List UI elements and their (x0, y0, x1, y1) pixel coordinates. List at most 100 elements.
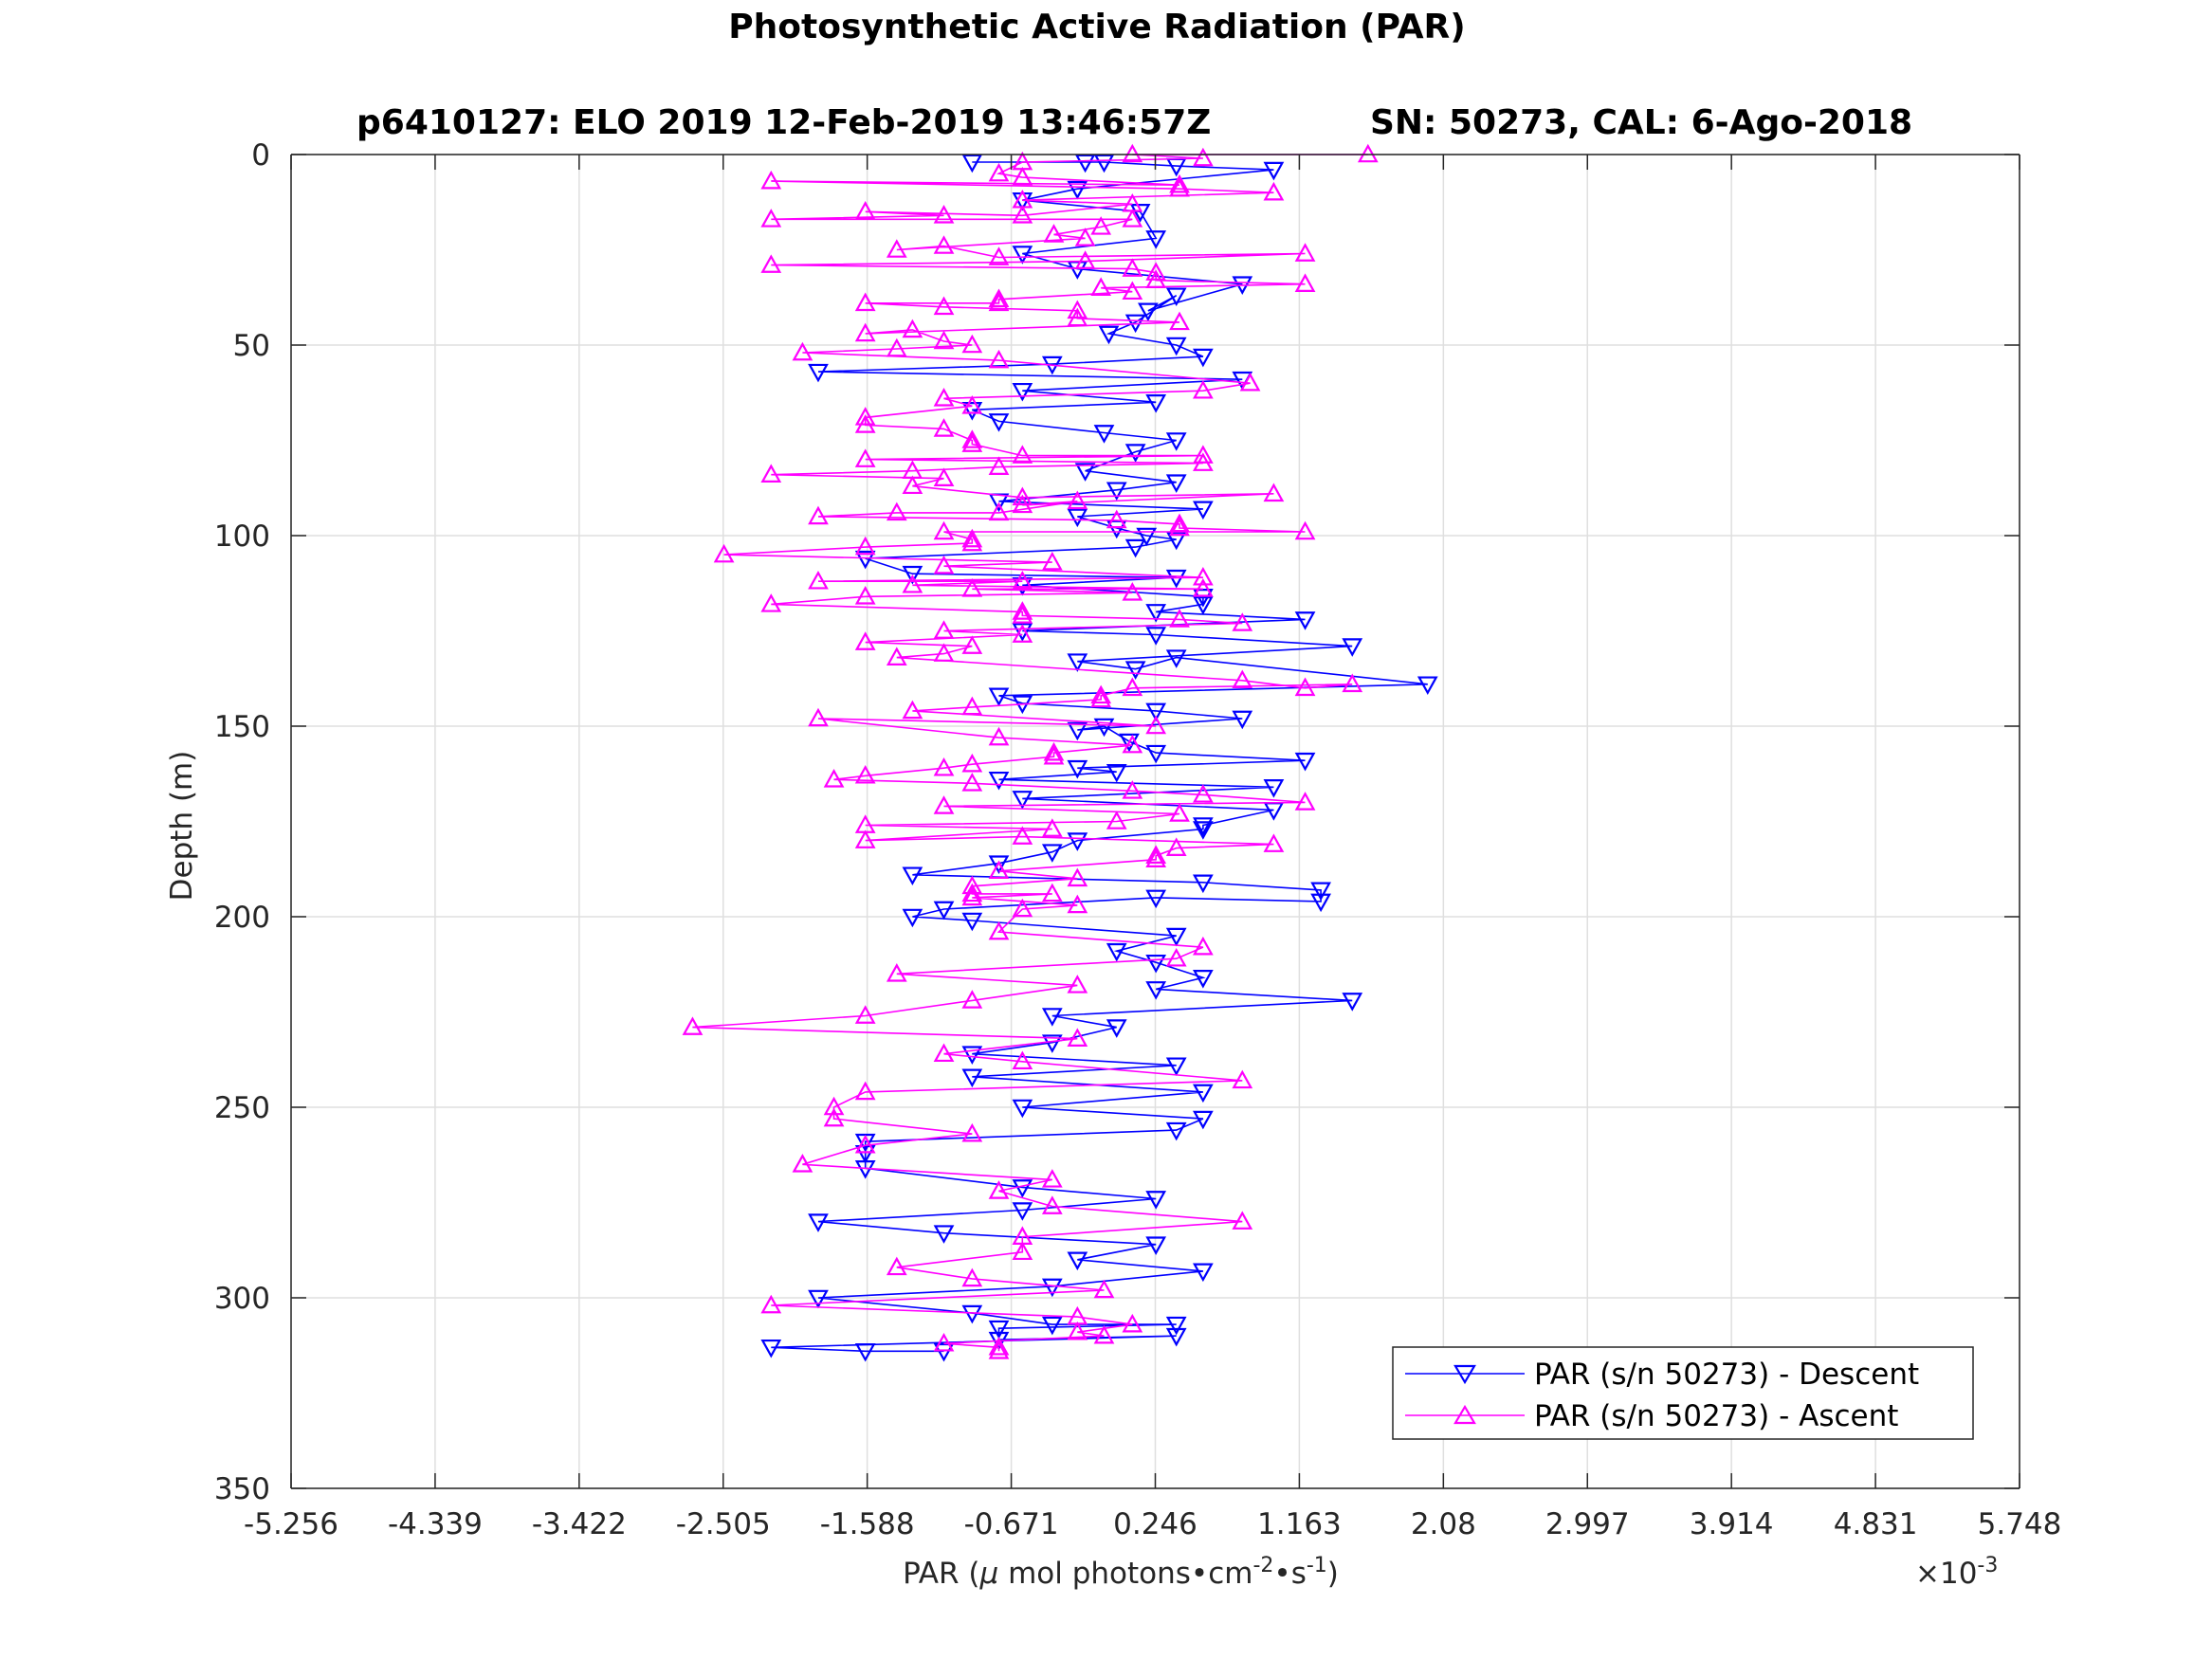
data-point-marker (1106, 1019, 1127, 1038)
data-point-marker (1145, 889, 1167, 909)
data-point-marker (792, 1154, 814, 1173)
data-point-marker (854, 292, 876, 312)
data-point-marker (1043, 745, 1065, 765)
data-point-marker (902, 574, 923, 593)
data-point-marker (933, 330, 955, 350)
data-point-marker (1122, 281, 1143, 301)
data-point-marker (988, 349, 1010, 369)
data-point-marker (1169, 177, 1190, 197)
data-point-marker (1192, 1110, 1214, 1130)
data-point-marker (713, 543, 735, 563)
data-point-marker (1145, 1236, 1167, 1255)
data-point-marker (1122, 1313, 1143, 1333)
data-point-marker (1041, 844, 1063, 863)
data-point-marker (1041, 1169, 1063, 1188)
data-point-marker (886, 337, 907, 357)
data-point-marker (933, 296, 955, 316)
data-point-marker (961, 883, 983, 902)
data-point-marker (1263, 483, 1285, 502)
data-point-marker (1145, 1191, 1167, 1210)
data-point-marker (1067, 1321, 1088, 1340)
data-point-marker (1067, 759, 1088, 779)
x-tick-label: -5.256 (244, 1507, 338, 1541)
data-point-marker (961, 1122, 983, 1142)
data-point-marker (1192, 379, 1214, 399)
y-tick-label: 0 (251, 138, 270, 173)
data-point-marker (988, 771, 1010, 791)
data-point-marker (1169, 513, 1190, 533)
data-point-marker (1122, 734, 1143, 754)
data-point-marker (1074, 154, 1096, 173)
data-point-marker (1067, 180, 1088, 200)
data-point-marker (933, 1043, 955, 1063)
data-point-marker (1263, 833, 1285, 852)
data-point-marker (1165, 1327, 1187, 1347)
data-point-marker (1145, 845, 1167, 864)
data-point-marker (961, 886, 983, 906)
data-point-marker (886, 647, 907, 665)
data-point-marker (760, 1339, 782, 1358)
y-tick-label: 250 (214, 1091, 270, 1125)
data-point-marker (961, 1304, 983, 1324)
data-point-marker (1106, 482, 1127, 501)
data-point-marker (1012, 601, 1033, 620)
x-tick-label: 0.246 (1113, 1507, 1197, 1541)
data-point-marker (1012, 382, 1033, 402)
data-point-marker (808, 1289, 829, 1309)
data-point-marker (823, 1096, 845, 1116)
data-point-marker (1124, 444, 1146, 463)
data-point-marker (1169, 609, 1190, 628)
data-point-marker (808, 505, 829, 525)
data-point-marker (760, 254, 782, 273)
x-tick-label: -1.588 (820, 1507, 915, 1541)
y-axis-label: Depth (m) (165, 751, 199, 902)
legend-label-ascent: PAR (s/n 50273) - Ascent (1534, 1399, 1898, 1433)
data-point-marker (1090, 277, 1112, 296)
data-point-marker (760, 464, 782, 483)
data-point-marker (1342, 993, 1363, 1012)
data-point-marker (1165, 1316, 1187, 1336)
data-point-marker (1165, 1057, 1187, 1077)
data-point-marker (961, 528, 983, 548)
data-point-marker (902, 475, 923, 495)
data-point-marker (933, 1342, 955, 1362)
data-point-marker (1012, 1050, 1033, 1070)
data-point-marker (1169, 517, 1190, 537)
chart-subtitle-left: p6410127: ELO 2019 12-Feb-2019 13:46:57Z (356, 103, 1211, 142)
data-point-marker (1165, 927, 1187, 947)
data-point-marker (1093, 1279, 1115, 1299)
x-tick-labels: -5.256 -4.339 -3.422 -2.505 -1.588 -0.671 0.24… (244, 1507, 2061, 1541)
data-point-marker (1012, 791, 1033, 810)
data-point-marker (988, 1340, 1010, 1359)
data-point-marker (1169, 803, 1190, 822)
data-point-marker (933, 520, 955, 540)
legend-label-descent: PAR (s/n 50273) - Descent (1534, 1358, 1919, 1392)
data-point-marker (886, 501, 907, 521)
y-tick-label: 100 (214, 520, 270, 554)
data-point-marker (1043, 224, 1065, 243)
data-point-marker (988, 1320, 1010, 1340)
data-point-marker (886, 239, 907, 258)
data-point-marker (1165, 474, 1187, 493)
data-point-marker (1310, 882, 1331, 902)
data-point-marker (1145, 848, 1167, 867)
data-point-marker (961, 696, 983, 716)
data-point-marker (682, 1016, 704, 1035)
data-point-marker (988, 726, 1010, 746)
data-point-marker (808, 570, 829, 590)
data-point-marker (933, 555, 955, 574)
data-point-marker (1357, 143, 1379, 163)
data-point-marker (1067, 307, 1088, 327)
data-point-marker (961, 395, 983, 414)
x-tick-label: -2.505 (676, 1507, 771, 1541)
data-point-marker (1145, 394, 1167, 413)
data-point-marker (1012, 898, 1033, 918)
data-point-marker (1041, 818, 1063, 837)
data-point-marker (902, 908, 923, 928)
data-point-marker (1165, 432, 1187, 451)
data-point-marker (1122, 143, 1143, 163)
data-point-marker (1145, 702, 1167, 722)
data-point-marker (854, 414, 876, 433)
data-point-marker (1067, 300, 1088, 319)
data-point-marker (1136, 527, 1158, 547)
